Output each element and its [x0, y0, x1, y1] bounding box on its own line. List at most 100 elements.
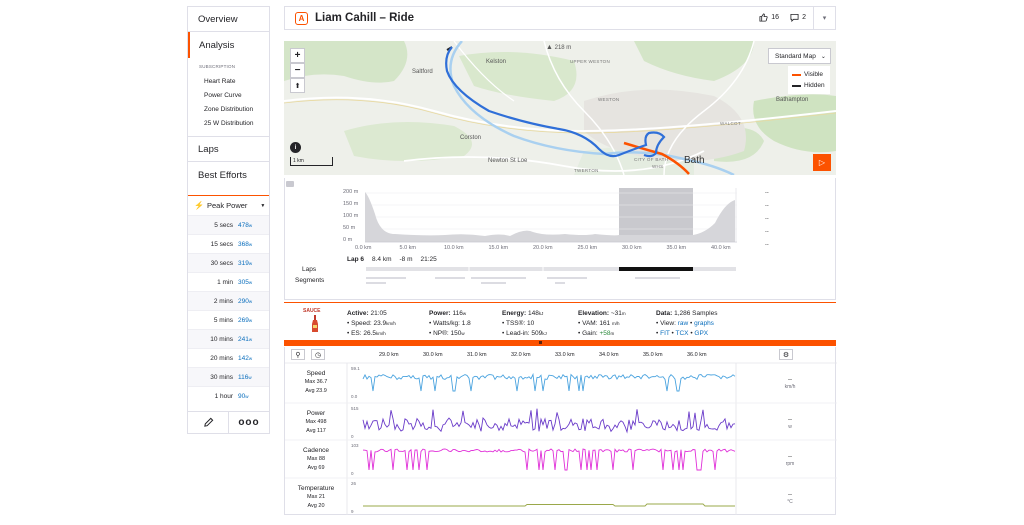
- nav-best-efforts[interactable]: Best Efforts: [188, 162, 269, 188]
- panel-resize-handle[interactable]: [284, 340, 836, 346]
- comment-icon: [790, 13, 799, 22]
- stream-name: Temperature: [297, 485, 335, 492]
- stream-top-tick: 103: [351, 443, 359, 448]
- elevation-x-tick: 0.0 km: [355, 245, 372, 251]
- mountain-icon: ▲: [546, 44, 553, 51]
- sub-item-power-curve[interactable]: Power Curve: [204, 92, 242, 99]
- lap-distance: 8.4 km: [371, 256, 392, 263]
- peak-duration: 1 min: [217, 278, 233, 286]
- kudos-button[interactable]: 16: [759, 13, 779, 22]
- map-pin-icon[interactable]: ⚲: [291, 349, 305, 360]
- view-graphs-link[interactable]: graphs: [694, 320, 714, 327]
- peak-value-unit: w: [248, 298, 253, 304]
- ride-type-icon: A: [295, 11, 308, 25]
- peak-power-row[interactable]: 2 mins 290w: [188, 291, 269, 310]
- peak-power-row[interactable]: 1 min 305w: [188, 272, 269, 291]
- peak-value-number: 142: [238, 354, 249, 362]
- peak-power-row[interactable]: 1 hour 90w: [188, 386, 269, 405]
- elevation-x-tick: 10.0 km: [444, 245, 464, 251]
- segments-label: Segments: [295, 277, 325, 284]
- peak-power-row[interactable]: 5 mins 269w: [188, 310, 269, 329]
- speed-value: 23.9: [373, 320, 387, 327]
- stream-current-value: -- °C: [745, 492, 835, 506]
- laps-label: Laps: [302, 266, 317, 273]
- peak-duration: 30 mins: [210, 373, 233, 381]
- map-type-select[interactable]: Standard Map ⌄: [768, 48, 831, 64]
- tss-value: 10: [527, 320, 535, 327]
- export-tcx-link[interactable]: TCX: [675, 330, 689, 337]
- nav-analysis-label: Analysis: [199, 39, 235, 51]
- elevation-label: Elevation:: [578, 310, 610, 317]
- streams-x-tick: 35.0 km: [643, 352, 663, 358]
- tss-label: TSS®:: [505, 320, 526, 327]
- lap-time: 21:25: [420, 256, 437, 263]
- stream-label: Temperature Max 21 Avg 20: [285, 484, 347, 511]
- route-map[interactable]: + − ⬆ ▲ 218 m Saltford Kelston UPPER WES…: [284, 41, 836, 175]
- header-more-dropdown[interactable]: ▾: [813, 7, 835, 29]
- data-label: Data:: [656, 310, 673, 317]
- active-label: Active:: [347, 310, 369, 317]
- legend-visible: Visible: [792, 69, 826, 80]
- leadin-value: 509: [531, 330, 543, 337]
- peak-power-row[interactable]: 30 mins 116w: [188, 367, 269, 386]
- peak-value: 319w: [238, 260, 252, 267]
- sub-item-zone-distribution[interactable]: Zone Distribution: [204, 106, 254, 113]
- peak-value: 142w: [238, 355, 252, 362]
- info-icon[interactable]: i: [290, 142, 301, 153]
- vam-label: VAM:: [582, 320, 598, 327]
- export-fit-link[interactable]: FIT: [660, 330, 670, 337]
- zoom-out-button[interactable]: −: [290, 63, 305, 78]
- legend-hidden: Hidden: [792, 80, 826, 91]
- edit-pencil-icon[interactable]: [188, 412, 229, 433]
- elevation-value: ~31: [610, 310, 622, 317]
- nav-analysis[interactable]: Analysis: [188, 32, 269, 58]
- peak-power-row[interactable]: 15 secs 368w: [188, 234, 269, 253]
- peak-value-unit: w: [248, 260, 253, 266]
- power-value: 116: [452, 310, 463, 317]
- peak-power-row[interactable]: 30 secs 319w: [188, 253, 269, 272]
- peak-power-label: Peak Power: [206, 201, 248, 210]
- comments-button[interactable]: 2: [790, 13, 806, 22]
- elevation-chart[interactable]: [285, 178, 837, 300]
- nav-overview-label: Overview: [198, 13, 238, 25]
- play-icon: ▷: [818, 158, 826, 167]
- peak-power-selector[interactable]: ⚡ Peak Power ▼: [188, 195, 269, 215]
- streams-chart[interactable]: [285, 347, 837, 515]
- stream-bottom-tick: 0: [351, 471, 354, 476]
- nav-laps[interactable]: Laps: [188, 136, 269, 162]
- peak-power-row[interactable]: 5 secs 478w: [188, 215, 269, 234]
- vam-unit: m/h: [612, 321, 620, 326]
- peak-power-row[interactable]: 10 mins 241w: [188, 329, 269, 348]
- es-unit: km/h: [376, 331, 386, 336]
- streams-x-tick: 31.0 km: [467, 352, 487, 358]
- streams-x-tick: 34.0 km: [599, 352, 619, 358]
- map-label-saltford: Saltford: [412, 69, 433, 75]
- clock-icon[interactable]: ◷: [311, 349, 325, 360]
- stream-unit: rpm: [785, 461, 795, 467]
- compass-icon[interactable]: ⬆: [290, 78, 305, 93]
- data-value: 1,286 Samples: [674, 310, 718, 317]
- export-gpx-link[interactable]: GPX: [694, 330, 709, 337]
- stream-current-value: -- w: [745, 417, 835, 431]
- more-options-icon[interactable]: ooo: [238, 417, 260, 428]
- stream-dash: --: [788, 377, 792, 383]
- peak-value-unit: w: [248, 336, 253, 342]
- zoom-in-button[interactable]: +: [290, 48, 305, 63]
- stream-avg: Avg 20: [307, 503, 325, 509]
- sub-item-heart-rate[interactable]: Heart Rate: [204, 78, 236, 85]
- view-raw-link[interactable]: raw: [677, 320, 689, 327]
- sub-item-25w-distribution[interactable]: 25 W Distribution: [204, 120, 254, 127]
- map-label-kelston: Kelston: [486, 59, 507, 65]
- peak-power-row[interactable]: 20 mins 142w: [188, 348, 269, 367]
- play-flyby-button[interactable]: ▷: [813, 154, 831, 171]
- wkg-label: Watts/kg:: [433, 320, 460, 327]
- nav-laps-label: Laps: [198, 143, 219, 155]
- settings-gear-icon[interactable]: ⚙: [779, 349, 793, 360]
- collapse-icon[interactable]: [286, 181, 294, 187]
- stream-name: Power: [306, 410, 326, 417]
- stream-avg: Avg 117: [306, 428, 326, 434]
- comment-count: 2: [802, 14, 806, 21]
- stream-name: Speed: [306, 370, 326, 377]
- peak-value-unit: w: [248, 222, 253, 228]
- nav-overview[interactable]: Overview: [188, 7, 269, 32]
